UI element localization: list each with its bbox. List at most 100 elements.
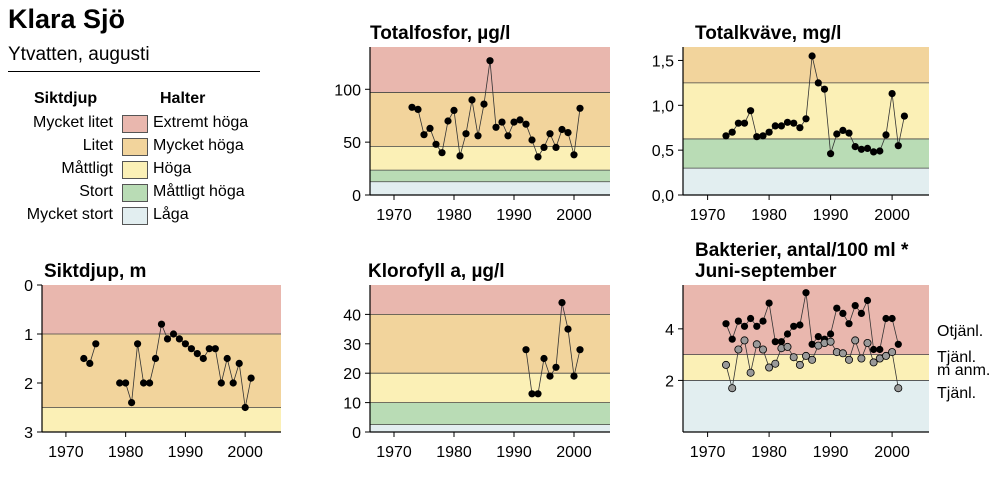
bakterier-data-point xyxy=(845,320,853,328)
bakterier-data-point xyxy=(857,309,866,317)
bakterier-y-tick-label: 2 xyxy=(665,373,674,390)
klorofyll-y-tick-label: 0 xyxy=(352,425,361,442)
totalkvave-data-point xyxy=(747,107,755,115)
bakterier-right-label: Otjänl. xyxy=(937,323,983,340)
siktdjup-data-point xyxy=(193,350,201,358)
siktdjup-data-point xyxy=(205,345,213,353)
totalkvave-data-point xyxy=(876,147,884,155)
totalkvave-data-point xyxy=(734,119,743,127)
bakterier-data-point xyxy=(802,351,811,360)
totalkvave-data-point xyxy=(839,126,847,134)
totalfosfor-data-point xyxy=(408,103,416,111)
bakterier-data-point xyxy=(876,345,884,354)
bakterier-data-point xyxy=(863,296,872,305)
klorofyll-band xyxy=(370,373,610,403)
bakterier-data-point xyxy=(734,317,743,325)
totalkvave-x-tick-label: 1990 xyxy=(813,207,849,224)
bakterier-data-point xyxy=(888,348,897,357)
totalkvave-band xyxy=(683,168,929,195)
totalkvave-data-point xyxy=(728,128,736,136)
totalfosfor-band xyxy=(370,146,610,171)
totalfosfor-data-point xyxy=(516,116,524,124)
siktdjup-x-tick-label: 1990 xyxy=(168,444,204,461)
bakterier-data-point xyxy=(894,384,903,393)
siktdjup-data-point xyxy=(128,399,136,407)
siktdjup-data-point xyxy=(199,354,207,363)
totalkvave-band xyxy=(683,82,929,139)
legend-left-label: Mycket litet xyxy=(32,114,113,131)
bakterier-data-point xyxy=(888,314,896,323)
legend-right-label: Extremt höga xyxy=(153,114,249,131)
totalfosfor-data-point xyxy=(552,143,560,151)
klorofyll-y-tick-label: 20 xyxy=(343,366,361,383)
bakterier-x-tick-label: 1990 xyxy=(813,444,849,461)
totalfosfor-y-tick-label: 50 xyxy=(343,135,361,152)
klorofyll-x-tick-label: 2000 xyxy=(556,444,592,461)
bakterier-data-point xyxy=(734,345,743,354)
klorofyll-data-point xyxy=(552,363,560,371)
bakterier-data-point xyxy=(802,289,810,297)
totalfosfor-data-point xyxy=(468,96,476,104)
siktdjup-data-point xyxy=(211,345,219,353)
legend-right-label: Mycket höga xyxy=(153,137,244,154)
totalkvave-y-tick-label: 1,5 xyxy=(652,53,674,70)
klorofyll-data-point xyxy=(546,372,554,380)
bakterier-data-point xyxy=(771,338,779,346)
totalfosfor-data-point xyxy=(498,118,506,126)
legend-right-label: Måttligt höga xyxy=(153,183,245,200)
totalfosfor-data-point xyxy=(558,125,566,134)
totalfosfor-data-point xyxy=(432,140,440,148)
bakterier-data-point xyxy=(838,349,847,358)
totalkvave-data-point xyxy=(888,90,896,98)
klorofyll-band xyxy=(370,424,610,432)
siktdjup-data-point xyxy=(235,359,243,367)
bakterier-data-point xyxy=(870,345,878,354)
bakterier-data-point xyxy=(771,359,780,368)
klorofyll-data-point xyxy=(576,346,584,354)
bakterier-data-point xyxy=(765,363,774,372)
bakterier-data-point xyxy=(796,321,804,329)
siktdjup-data-point xyxy=(241,403,249,412)
bakterier-right-label: m anm. xyxy=(937,362,990,379)
totalfosfor-data-point xyxy=(420,131,428,139)
totalfosfor-data-point xyxy=(426,124,434,132)
bakterier-data-point xyxy=(722,360,731,369)
bakterier-x-tick-label: 1980 xyxy=(751,444,787,461)
page-subtitle: Ytvatten, augusti xyxy=(8,44,150,65)
title-divider xyxy=(8,71,260,72)
bakterier-data-point xyxy=(808,355,817,364)
bakterier-x-tick-label: 1970 xyxy=(690,444,726,461)
siktdjup-y-tick-label: 1 xyxy=(24,327,33,344)
totalfosfor-x-tick-label: 1990 xyxy=(496,207,532,224)
siktdjup-x-tick-label: 1980 xyxy=(108,444,144,461)
bakterier-data-point xyxy=(795,360,804,369)
bakterier-data-point xyxy=(851,336,860,345)
totalfosfor-x-tick-label: 1980 xyxy=(436,207,472,224)
siktdjup-data-point xyxy=(181,340,189,348)
totalfosfor-data-point xyxy=(528,136,536,144)
klorofyll-x-tick-label: 1980 xyxy=(436,444,472,461)
bakterier-data-point xyxy=(759,317,767,325)
totalkvave-data-point xyxy=(796,124,804,132)
bakterier-data-point xyxy=(894,340,902,348)
totalkvave-y-tick-label: 0,5 xyxy=(652,143,674,160)
klorofyll-data-point xyxy=(570,372,578,380)
legend-swatch xyxy=(122,161,148,179)
siktdjup-data-point xyxy=(187,345,195,353)
bakterier-data-point xyxy=(833,304,841,312)
totalkvave-band xyxy=(683,47,929,83)
siktdjup-data-point xyxy=(151,354,160,363)
totalfosfor-data-point xyxy=(438,149,446,157)
totalfosfor-data-point xyxy=(534,153,542,161)
bakterier-subtitle: Juni-september xyxy=(695,261,837,282)
siktdjup-x-tick-label: 1970 xyxy=(48,444,84,461)
bakterier-data-point xyxy=(882,314,890,323)
bakterier-x-tick-label: 2000 xyxy=(874,444,910,461)
siktdjup-y-tick-label: 0 xyxy=(24,278,33,295)
totalfosfor-data-point xyxy=(522,120,530,128)
totalfosfor-x-tick-label: 1970 xyxy=(376,207,412,224)
totalfosfor-band xyxy=(370,170,610,182)
bakterier-data-point xyxy=(728,335,736,343)
totalfosfor-x-tick-label: 2000 xyxy=(556,207,592,224)
